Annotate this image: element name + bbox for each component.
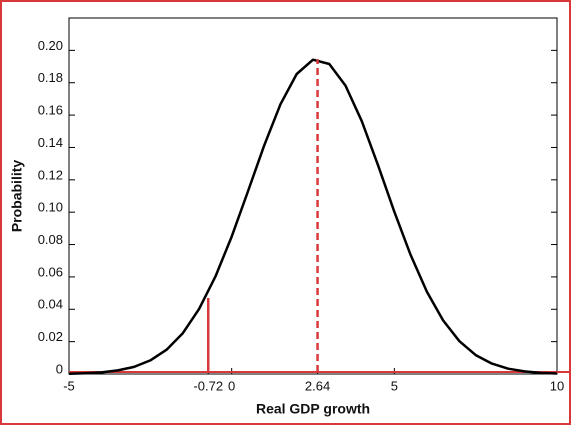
curve xyxy=(68,58,558,375)
y-tick-label: 0.08 xyxy=(38,232,63,247)
plot-frame xyxy=(68,17,558,375)
y-tick-label: 0.02 xyxy=(38,329,63,344)
y-tick-label: 0.20 xyxy=(38,38,63,53)
x-tick-label: -5 xyxy=(63,378,75,393)
y-tick-label: 0.18 xyxy=(38,70,63,85)
x-tick-label: 2.64 xyxy=(305,378,330,393)
y-axis-title: Probability xyxy=(9,160,25,233)
y-tick-label: 0.10 xyxy=(38,200,63,215)
y-tick-label: 0.12 xyxy=(38,167,63,182)
x-axis-title: Real GDP growth xyxy=(256,401,370,417)
y-tick-label: 0 xyxy=(56,361,63,376)
x-tick-label: 10 xyxy=(550,378,564,393)
y-tick-label: 0.16 xyxy=(38,103,63,118)
x-tick-label: 0 xyxy=(228,378,235,393)
x-tick-label: -0.72 xyxy=(193,378,223,393)
x-tick-label: 5 xyxy=(391,378,398,393)
y-tick-label: 0.04 xyxy=(38,297,63,312)
y-tick-label: 0.06 xyxy=(38,264,63,279)
y-tick-label: 0.14 xyxy=(38,135,63,150)
